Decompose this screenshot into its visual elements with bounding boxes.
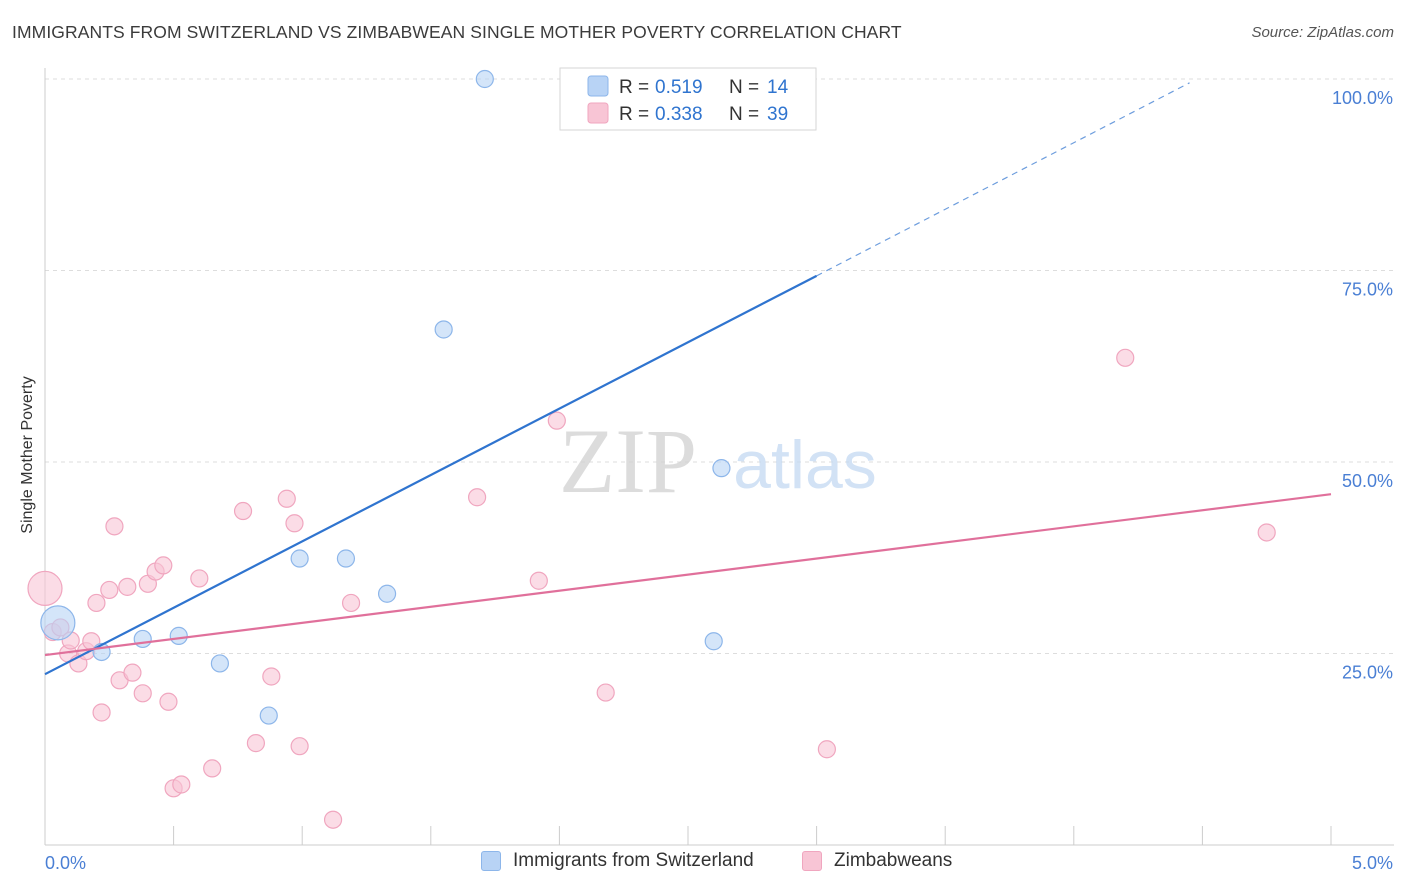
watermark-zip: ZIP xyxy=(559,410,697,512)
legend-r-label-1: R = xyxy=(619,77,649,98)
data-point xyxy=(529,571,548,590)
data-point xyxy=(475,69,494,89)
chart-title: IMMIGRANTS FROM SWITZERLAND VS ZIMBABWEA… xyxy=(12,22,902,42)
data-point xyxy=(87,593,106,613)
grid-layer xyxy=(45,78,1394,654)
data-point xyxy=(105,517,124,536)
data-point xyxy=(1257,523,1276,542)
watermark: ZIP atlas xyxy=(559,410,877,512)
y-tick-label-25: 25.0% xyxy=(1342,663,1393,683)
data-point xyxy=(172,775,191,794)
data-point xyxy=(467,488,487,507)
data-point xyxy=(40,605,76,641)
axis-layer xyxy=(44,68,1394,846)
legend-r-value-1: 0.519 xyxy=(655,77,703,98)
data-point xyxy=(341,593,361,613)
legend-pink-swatch xyxy=(587,102,609,124)
y-tick-label-100: 100.0% xyxy=(1332,88,1393,108)
data-point xyxy=(596,683,615,702)
legend-r-value-2: 0.338 xyxy=(655,104,703,125)
data-point xyxy=(277,489,296,508)
legend-item-zimbabweans: Zimbabweans xyxy=(802,850,952,872)
legend-n-value-1: 14 xyxy=(767,77,789,98)
data-point xyxy=(377,584,397,603)
legend-label-switzerland: Immigrants from Switzerland xyxy=(513,850,754,871)
data-point xyxy=(290,737,309,756)
data-point xyxy=(290,549,309,568)
trend-layer xyxy=(44,82,1332,676)
legend-swatch-switzerland xyxy=(481,851,501,871)
tick-layer: 25.0% 50.0% 75.0% 100.0% 0.0% 5.0% xyxy=(45,88,1393,873)
data-point xyxy=(323,810,343,829)
data-point xyxy=(259,706,278,725)
zimbabweans-points xyxy=(27,348,1276,829)
data-point xyxy=(100,580,119,600)
switzerland-points xyxy=(40,69,731,725)
legend-swatch-zimbabweans xyxy=(802,851,822,871)
trend-line-switzerland xyxy=(44,274,818,676)
data-point xyxy=(210,654,229,673)
data-point xyxy=(233,501,253,521)
data-point xyxy=(92,703,111,722)
data-point xyxy=(285,514,304,533)
data-point xyxy=(817,740,836,759)
correlation-legend: R = 0.519 N = 14 R = 0.338 N = 39 xyxy=(559,67,817,131)
data-point xyxy=(203,759,222,778)
data-point xyxy=(262,667,281,686)
y-tick-label-50: 50.0% xyxy=(1342,471,1393,491)
x-tick-label-max: 5.0% xyxy=(1352,853,1393,873)
data-point xyxy=(704,632,723,651)
data-point xyxy=(169,626,188,645)
data-point xyxy=(1116,348,1135,367)
legend-n-value-2: 39 xyxy=(767,104,788,125)
data-point xyxy=(434,320,453,339)
data-point xyxy=(133,629,152,649)
x-tick-label-min: 0.0% xyxy=(45,853,86,873)
legend-n-label-2: N = xyxy=(729,104,759,125)
data-point xyxy=(336,549,356,568)
data-point xyxy=(154,556,173,575)
trend-line-switzerland-extension xyxy=(816,82,1190,277)
legend-item-switzerland: Immigrants from Switzerland xyxy=(481,850,754,872)
data-point xyxy=(123,663,142,682)
legend-r-label-2: R = xyxy=(619,104,649,125)
trend-line-zimbabweans xyxy=(44,493,1332,657)
watermark-atlas: atlas xyxy=(733,427,877,503)
data-point xyxy=(27,570,63,606)
data-point xyxy=(246,734,266,753)
data-point xyxy=(712,459,731,478)
legend-n-label-1: N = xyxy=(729,77,759,98)
data-point xyxy=(159,692,178,711)
y-tick-label-75: 75.0% xyxy=(1342,280,1393,300)
legend-blue-swatch xyxy=(587,75,609,97)
data-point xyxy=(118,577,137,596)
legend-label-zimbabweans: Zimbabweans xyxy=(834,850,953,871)
data-point xyxy=(190,569,209,588)
series-legend: Immigrants from Switzerland Zimbabweans xyxy=(0,850,1406,880)
data-point xyxy=(547,411,566,430)
source-note: Source: ZipAtlas.com xyxy=(1251,24,1394,41)
data-point xyxy=(133,684,152,703)
